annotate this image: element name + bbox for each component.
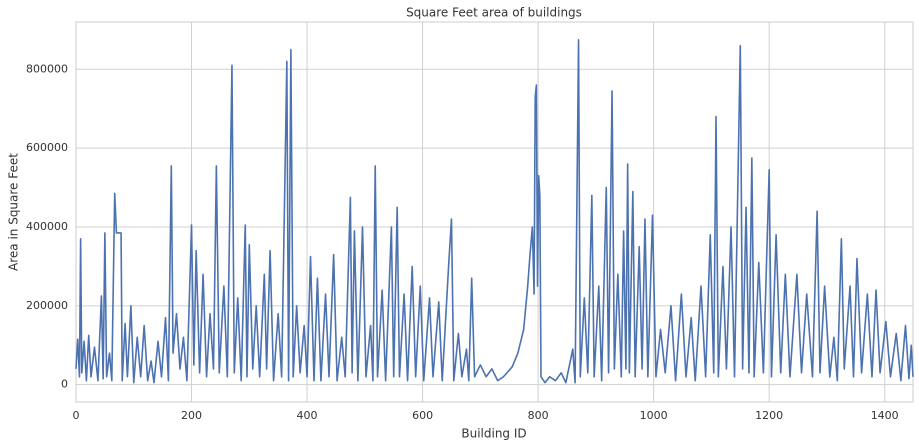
- x-tick-label: 600: [412, 409, 433, 422]
- x-tick-label: 400: [297, 409, 318, 422]
- y-axis-label: Area in Square Feet: [7, 153, 21, 271]
- plot-frame: [76, 22, 913, 402]
- x-tick-label: 1200: [755, 409, 783, 422]
- x-tick-label: 1400: [871, 409, 899, 422]
- y-tick-label: 200000: [26, 299, 68, 312]
- x-tick-label: 800: [528, 409, 549, 422]
- x-tick-label: 0: [73, 409, 80, 422]
- x-tick-label: 1000: [640, 409, 668, 422]
- y-tick-label: 800000: [26, 62, 68, 75]
- x-tick-label: 200: [181, 409, 202, 422]
- y-tick-label: 0: [61, 378, 68, 391]
- data-line: [76, 40, 913, 383]
- chart-title: Square Feet area of buildings: [406, 6, 582, 20]
- x-axis-label: Building ID: [461, 427, 526, 441]
- y-tick-label: 600000: [26, 141, 68, 154]
- y-tick-label: 400000: [26, 220, 68, 233]
